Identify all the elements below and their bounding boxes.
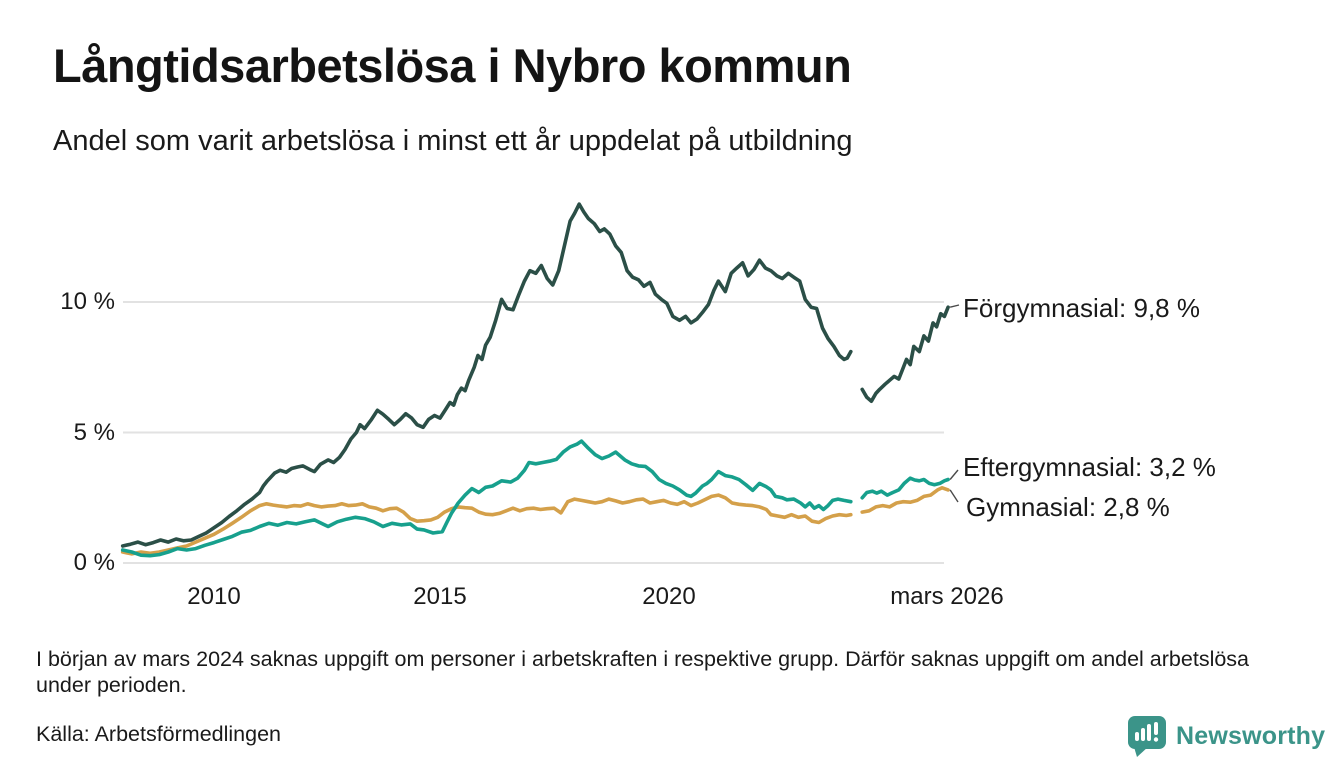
series-line-förgymnasial-seg2 bbox=[860, 305, 950, 404]
series-line-gymnasial-seg2 bbox=[860, 485, 950, 514]
x-axis-tick-2010: 2010 bbox=[187, 583, 241, 610]
label-connector-förgymnasial bbox=[949, 304, 960, 308]
newsworthy-branding: Newsworthy bbox=[1127, 714, 1325, 758]
series-line-eftergymnasial-seg2 bbox=[860, 476, 950, 500]
label-connector-gymnasial bbox=[949, 489, 959, 503]
x-axis-tick-mars-2026: mars 2026 bbox=[890, 583, 1004, 610]
series-line-gymnasial-seg1 bbox=[120, 493, 853, 556]
series-label-forgymnasial: Förgymnasial: 9,8 % bbox=[963, 293, 1200, 323]
series-label-gymnasial: Gymnasial: 2,8 % bbox=[966, 492, 1170, 522]
source-attribution: Källa: Arbetsförmedlingen bbox=[36, 722, 282, 746]
series-label-eftergymnasial: Eftergymnasial: 3,2 % bbox=[963, 452, 1216, 482]
page-subtitle: Andel som varit arbetslösa i minst ett å… bbox=[53, 125, 853, 157]
x-axis-tick-2020: 2020 bbox=[642, 583, 696, 610]
series-line-förgymnasial-seg1 bbox=[120, 202, 853, 548]
y-axis-tick-10: 10 % bbox=[60, 288, 115, 315]
y-axis-tick-0: 0 % bbox=[73, 549, 115, 576]
chart-footnote: I början av mars 2024 saknas uppgift om … bbox=[36, 647, 1250, 697]
series-line-eftergymnasial-seg1 bbox=[120, 439, 853, 558]
newsworthy-logo-icon bbox=[1128, 716, 1166, 757]
label-connector-eftergymnasial bbox=[949, 469, 959, 480]
newsworthy-logo-text: Newsworthy bbox=[1176, 721, 1326, 750]
x-axis-tick-2015: 2015 bbox=[413, 583, 467, 610]
y-axis-tick-5: 5 % bbox=[73, 419, 115, 446]
page-title: Långtidsarbetslösa i Nybro kommun bbox=[53, 39, 852, 92]
